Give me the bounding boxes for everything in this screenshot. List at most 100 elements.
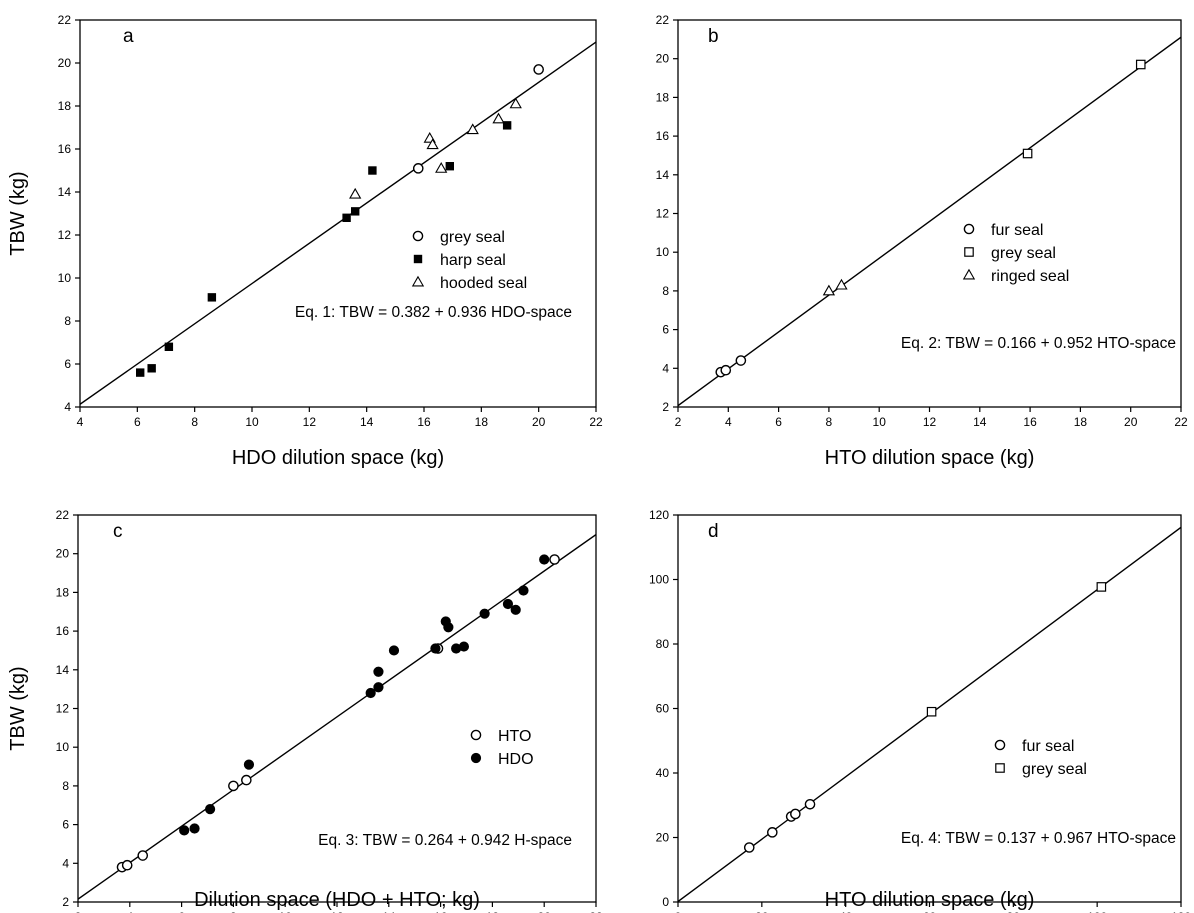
x-tick-label: 12	[330, 910, 344, 913]
x-tick-label: 10	[279, 910, 293, 913]
x-tick-label: 16	[417, 415, 431, 429]
data-point	[136, 368, 145, 377]
legend-marker	[412, 230, 424, 242]
x-tick-label: 4	[126, 910, 133, 913]
x-tick-label: 22	[589, 415, 603, 429]
data-point	[835, 278, 848, 290]
data-point	[426, 138, 439, 150]
data-point	[790, 808, 801, 820]
data-point	[368, 166, 377, 175]
data-point	[549, 554, 560, 565]
y-tick-label: 0	[662, 895, 669, 909]
data-point	[204, 804, 216, 815]
y-tick-label: 2	[662, 400, 669, 414]
y-tick-label: 12	[56, 702, 70, 716]
y-tick-label: 4	[662, 361, 669, 375]
x-tick-label: 4	[725, 415, 732, 429]
y-tick-label: 20	[656, 831, 670, 845]
legend-marker	[413, 254, 423, 264]
x-tick-label: 6	[178, 910, 185, 913]
data-point	[412, 163, 424, 174]
data-point	[430, 643, 441, 654]
y-tick-label: 8	[662, 284, 669, 298]
y-axis-title: TBW (kg)	[7, 171, 29, 255]
y-tick-label: 2	[62, 895, 69, 909]
x-tick-label: 14	[360, 415, 374, 429]
legend-label: grey seal	[1022, 761, 1087, 778]
data-point	[365, 687, 376, 699]
x-tick-label: 20	[1124, 415, 1138, 429]
y-tick-label: 18	[58, 99, 72, 113]
panel-b: 2 4 6 8 10 12 14 16 18 20 22246810121416182022bfur…	[656, 13, 1188, 469]
data-point	[243, 759, 255, 770]
panel-d: 0 20 40 60 80 100 120 0 20 40 60 80 100 120 d fur seal g…	[649, 508, 1191, 913]
data-point	[147, 364, 156, 373]
legend-marker	[994, 739, 1006, 751]
data-point	[466, 123, 479, 135]
x-tick-label: 60	[923, 910, 937, 913]
legend-marker	[963, 223, 975, 235]
y-tick-label: 4	[64, 400, 71, 414]
data-point	[1135, 59, 1146, 70]
data-point	[735, 355, 747, 366]
x-tick-label: 22	[1174, 415, 1188, 429]
data-point	[502, 598, 514, 610]
y-tick-label: 12	[656, 207, 670, 221]
legend-marker	[964, 247, 974, 257]
x-tick-label: 6	[134, 415, 141, 429]
data-point	[533, 64, 544, 75]
y-tick-label: 4	[62, 856, 69, 870]
x-tick-label: 16	[1023, 415, 1037, 429]
y-tick-label: 14	[58, 185, 72, 199]
equation-annotation: Eq. 4: TBW = 0.137 + 0.967 HTO-space	[901, 830, 1176, 847]
legend-marker	[411, 275, 425, 287]
y-tick-label: 16	[56, 624, 70, 638]
y-tick-label: 16	[58, 142, 72, 156]
legend-label: HDO	[498, 751, 534, 768]
x-tick-label: 10	[873, 415, 887, 429]
data-point	[388, 645, 400, 656]
data-point	[342, 213, 351, 222]
x-tick-label: 12	[923, 415, 937, 429]
data-point	[539, 554, 550, 565]
data-point	[445, 162, 454, 171]
x-axis-title: Dilution space (HDO + HTO; kg)	[194, 889, 480, 911]
legend-label: fur seal	[1022, 738, 1074, 755]
y-tick-label: 20	[656, 52, 670, 66]
data-point	[804, 798, 816, 810]
x-tick-label: 20	[532, 415, 546, 429]
panel-label: a	[123, 26, 134, 47]
x-tick-label: 10	[245, 415, 259, 429]
x-tick-label: 120	[1171, 910, 1191, 913]
data-point	[349, 187, 362, 199]
x-tick-label: 16	[434, 910, 448, 913]
legend-marker	[962, 268, 976, 280]
x-tick-label: 0	[675, 910, 682, 913]
data-point	[743, 842, 755, 853]
regression-line-a	[80, 41, 596, 405]
x-tick-label: 18	[1074, 415, 1088, 429]
y-tick-label: 120	[649, 508, 669, 522]
equation-annotation: Eq. 1: TBW = 0.382 + 0.936 HDO-space	[295, 304, 572, 321]
y-tick-label: 22	[56, 508, 70, 522]
x-tick-label: 40	[839, 910, 853, 913]
data-point	[1022, 148, 1033, 159]
y-tick-label: 22	[656, 13, 670, 27]
x-tick-label: 14	[382, 910, 396, 913]
legend-label: hooded seal	[440, 275, 527, 292]
x-tick-label: 4	[77, 415, 84, 429]
x-tick-label: 18	[475, 415, 489, 429]
x-tick-label: 2	[75, 910, 82, 913]
x-axis-title: HTO dilution space (kg)	[825, 889, 1035, 911]
data-point	[479, 608, 490, 619]
legend-label: harp seal	[440, 252, 506, 269]
y-tick-label: 20	[56, 547, 70, 561]
data-point	[1096, 582, 1107, 592]
x-tick-label: 20	[538, 910, 552, 913]
x-tick-label: 14	[973, 415, 987, 429]
y-tick-label: 12	[58, 228, 72, 242]
data-point	[373, 682, 384, 693]
x-tick-label: 2	[675, 415, 682, 429]
x-tick-label: 12	[303, 415, 317, 429]
data-point	[502, 121, 512, 130]
